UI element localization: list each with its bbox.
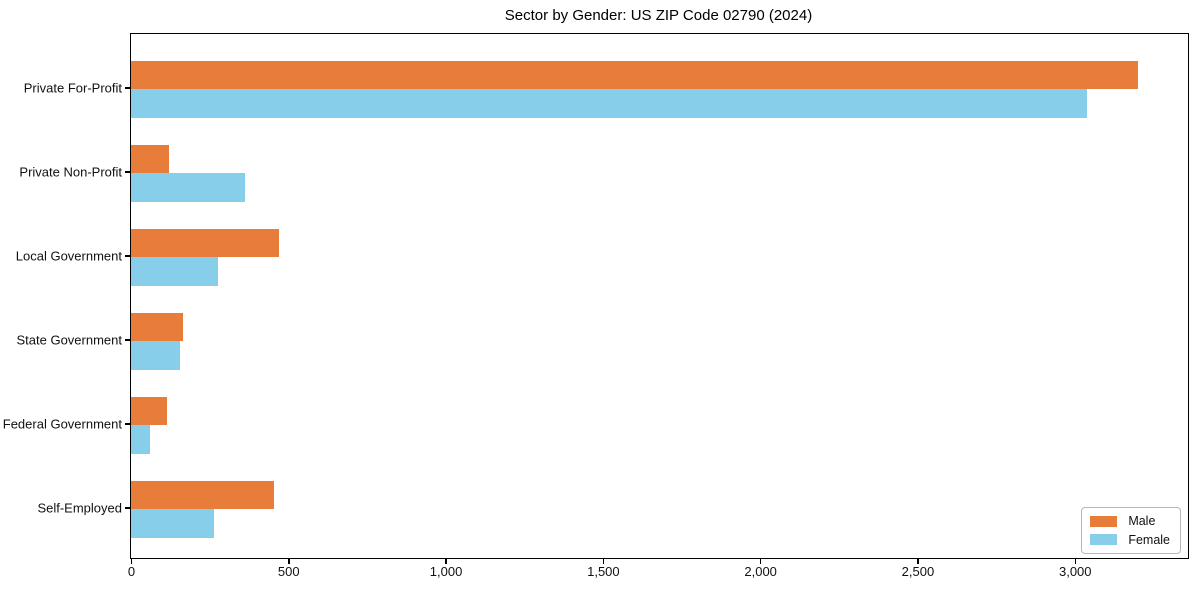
bar-female-federal-government: [131, 425, 150, 454]
bar-male-federal-government: [131, 396, 168, 425]
x-tick-label: 500: [277, 564, 300, 579]
bar-male-self-employed: [131, 480, 275, 509]
x-tick-label: 2,000: [744, 564, 777, 579]
x-tick-mark: [445, 558, 447, 564]
y-tick-label: Private Non-Profit: [19, 164, 122, 180]
x-tick-mark: [602, 558, 605, 564]
y-tick-mark: [125, 87, 130, 89]
legend-swatch-female: [1090, 534, 1118, 546]
bar-female-state-government: [131, 341, 181, 370]
bar-male-state-government: [131, 312, 183, 341]
x-tick-label: 0: [127, 564, 136, 579]
x-tick-mark: [288, 558, 290, 564]
bar-female-private-for-profit: [131, 89, 1088, 118]
x-tick-label: 3,000: [1058, 564, 1092, 579]
x-tick-mark: [1074, 558, 1076, 564]
legend: Male Female: [1081, 507, 1181, 554]
legend-item-male: Male: [1090, 515, 1170, 528]
legend-label: Male: [1128, 514, 1156, 528]
y-tick-label: Local Government: [15, 248, 122, 264]
bar-male-local-government: [131, 228, 279, 257]
plot-area: Male Female: [130, 33, 1189, 559]
bar-female-private-non-profit: [131, 173, 246, 202]
y-tick-label: Federal Government: [2, 416, 122, 432]
x-tick-label: 2,500: [901, 564, 935, 579]
bar-female-local-government: [131, 257, 219, 286]
x-tick-mark: [759, 558, 762, 564]
y-tick-label: Self-Employed: [37, 500, 122, 516]
bar-male-private-for-profit: [131, 60, 1138, 89]
y-tick-mark: [125, 507, 130, 509]
y-tick-label: State Government: [16, 332, 123, 348]
legend-item-female: Female: [1090, 532, 1170, 547]
bar-female-self-employed: [131, 509, 215, 538]
legend-swatch-male: [1090, 515, 1118, 527]
bar-male-private-non-profit: [131, 144, 169, 173]
chart-title: Sector by Gender: US ZIP Code 02790 (202…: [504, 7, 813, 24]
y-tick-mark: [125, 255, 130, 257]
y-tick-label: Private For-Profit: [23, 80, 122, 96]
x-tick-label: 1,000: [429, 564, 463, 579]
legend-label: Female: [1128, 532, 1170, 547]
x-tick-mark: [917, 558, 919, 564]
x-tick-label: 1,500: [587, 564, 620, 579]
y-tick-mark: [125, 339, 130, 341]
y-tick-mark: [125, 171, 130, 173]
x-tick-mark: [130, 558, 133, 564]
y-tick-mark: [125, 423, 130, 425]
